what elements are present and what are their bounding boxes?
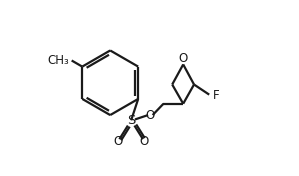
- Text: S: S: [127, 114, 135, 127]
- Text: O: O: [146, 109, 155, 122]
- Text: CH₃: CH₃: [47, 54, 69, 67]
- Text: O: O: [113, 135, 123, 148]
- Text: O: O: [140, 135, 149, 148]
- Text: O: O: [179, 52, 188, 65]
- Text: F: F: [213, 89, 220, 102]
